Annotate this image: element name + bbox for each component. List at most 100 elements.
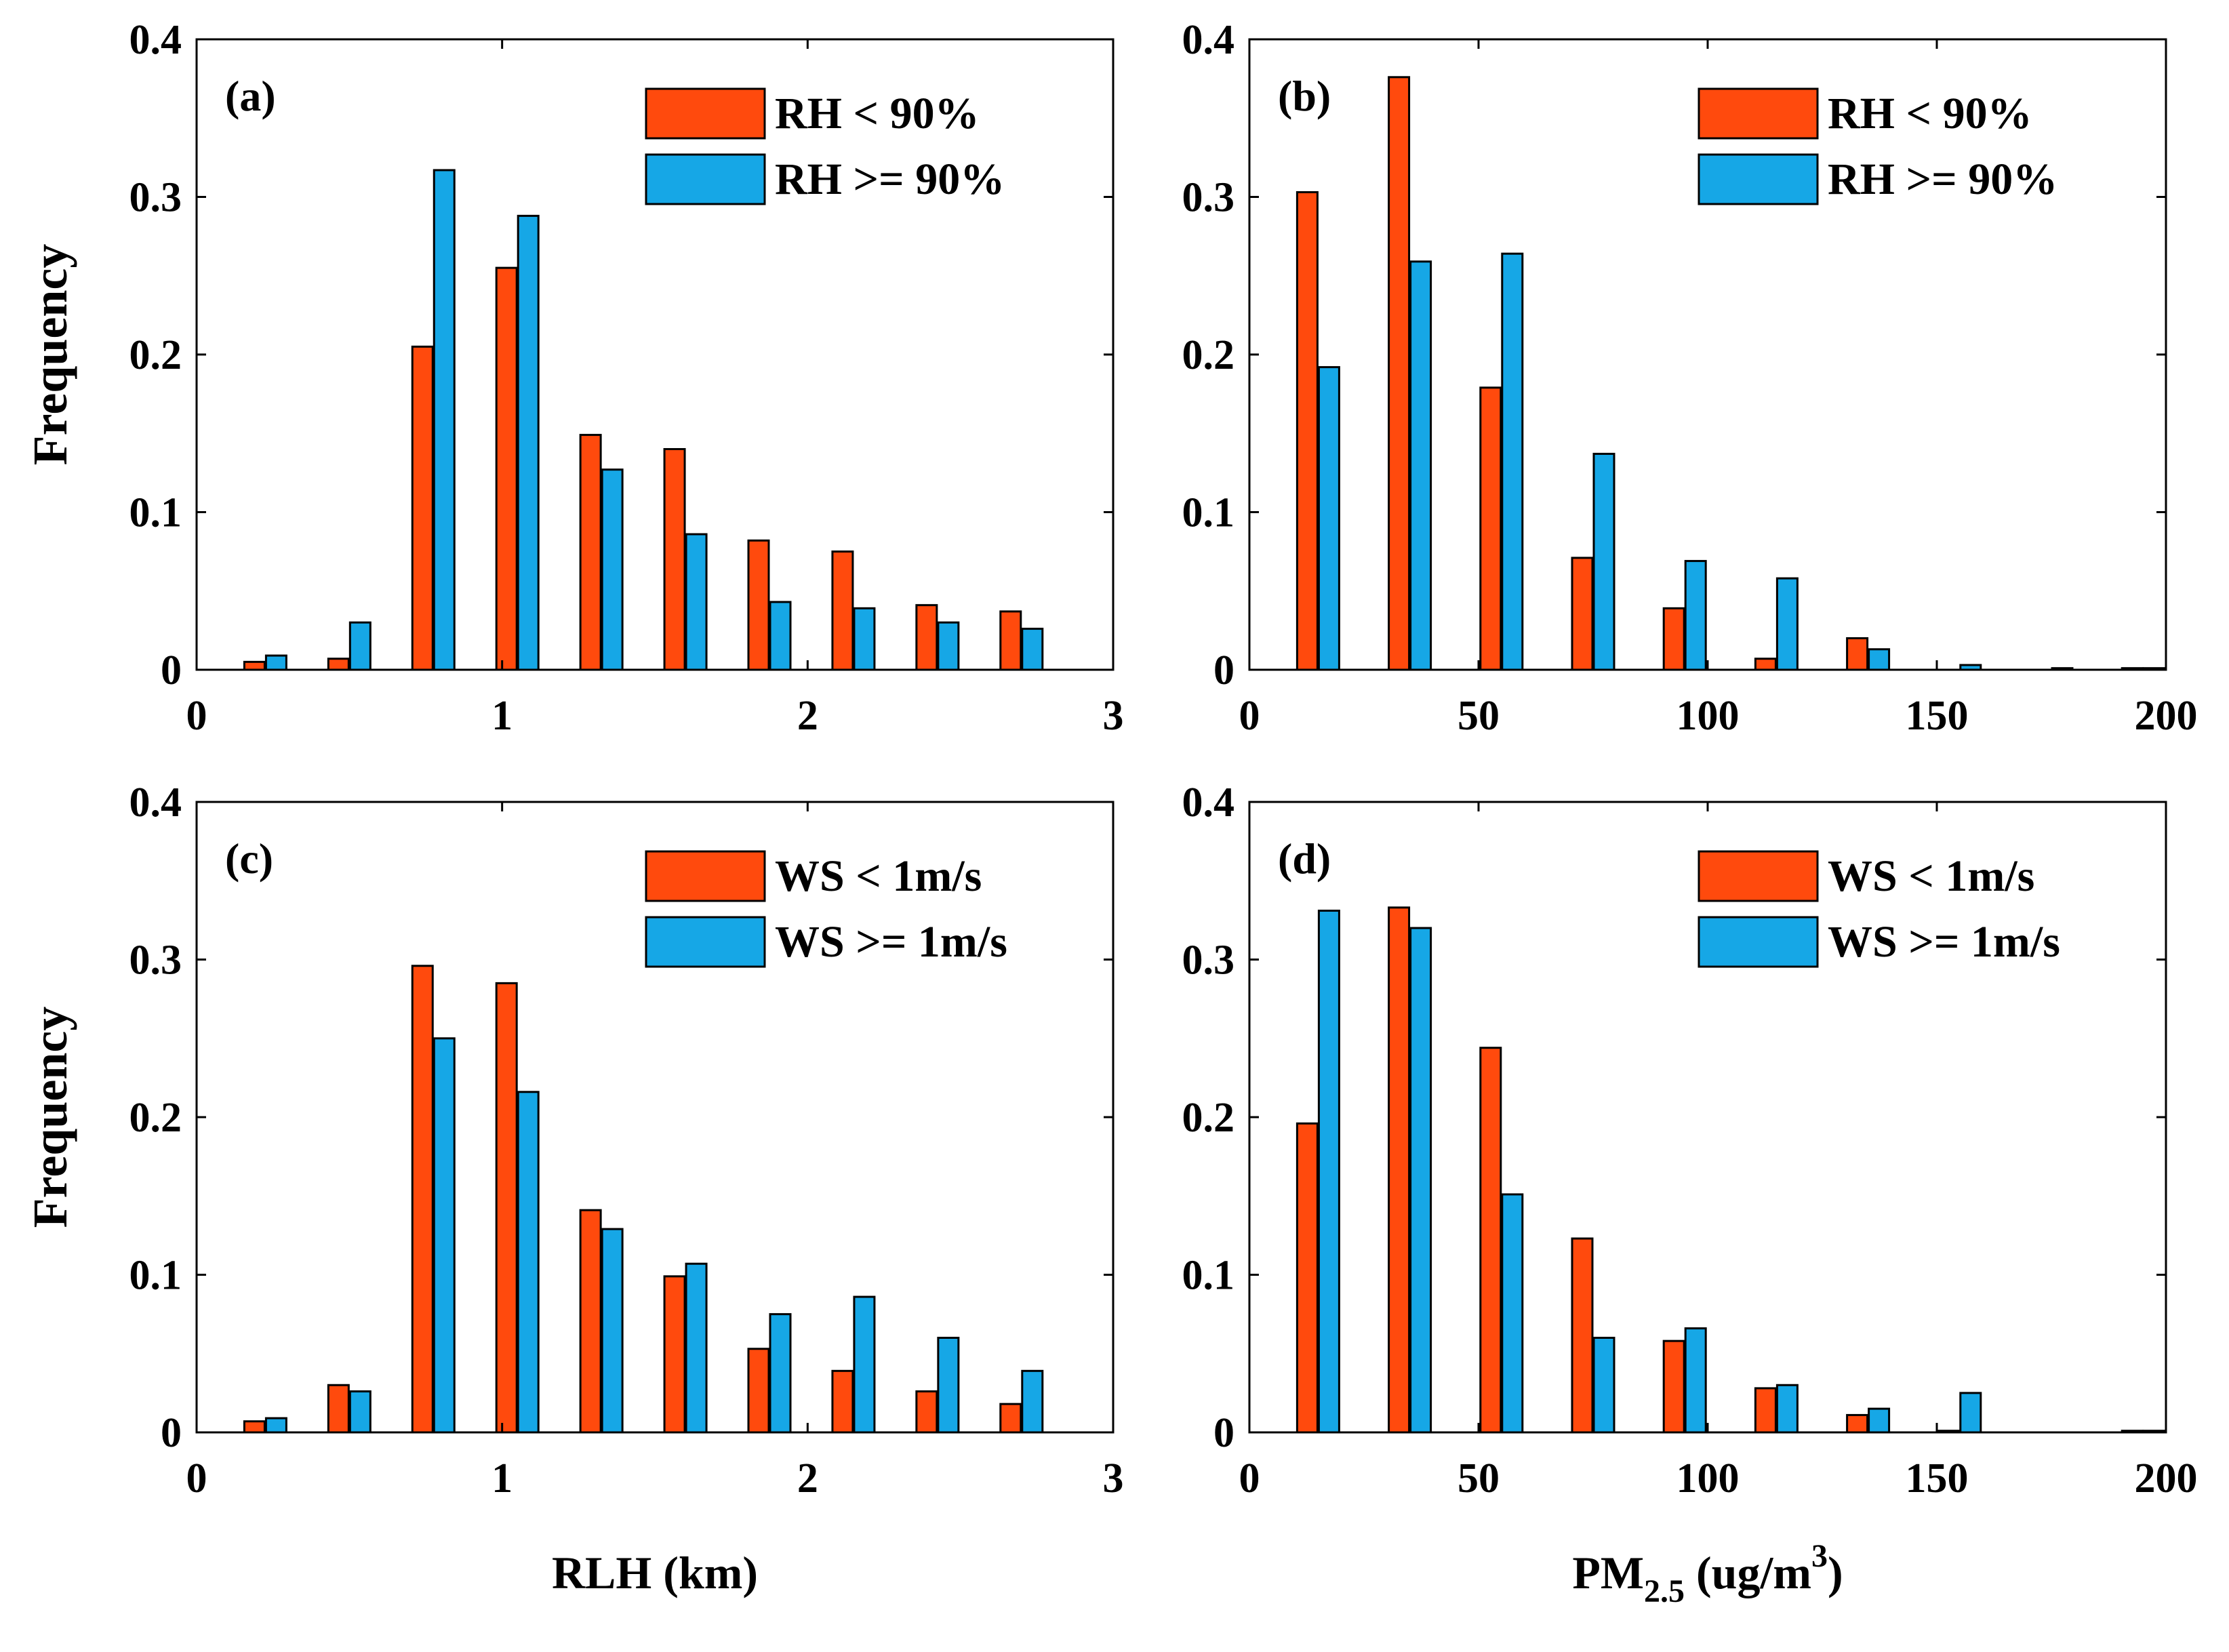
legend-swatch-2 — [1698, 153, 1819, 205]
bar-s2-6 — [1775, 577, 1799, 671]
x-tick-label: 50 — [1458, 693, 1500, 739]
bar-s2-6 — [685, 1262, 708, 1434]
x-axis-label-main: PM — [1572, 1547, 1644, 1598]
x-tick-label: 1 — [491, 1455, 513, 1502]
bar-s1-9 — [915, 1390, 938, 1434]
legend-swatch-1 — [1698, 850, 1819, 902]
y-tick-label: 0 — [161, 647, 182, 693]
x-tick-label: 1 — [491, 693, 513, 739]
y-tick-label: 0.3 — [1182, 175, 1235, 221]
legend-swatch-2 — [645, 916, 766, 968]
x-tick-label: 0 — [1239, 1455, 1260, 1502]
y-tick-label: 0.4 — [129, 17, 182, 63]
y-tick-label: 0.3 — [129, 175, 182, 221]
chart-panel-2: 0 0.1 0.2 0.3 0.4 0 50 100 150 200 (b) RH < 90% RH >… — [1182, 17, 2198, 739]
y-tick-label: 0.3 — [1182, 938, 1235, 984]
legend-swatch-2 — [1698, 916, 1819, 968]
bar-s1-2 — [1388, 76, 1411, 671]
x-tick-label: 0 — [1239, 693, 1260, 739]
y-tick-label: 0.2 — [129, 1095, 182, 1141]
x-axis-label-subscript: 2.5 — [1644, 1573, 1685, 1609]
bar-s1-1 — [1296, 1122, 1319, 1434]
bar-s1-1 — [243, 1420, 266, 1434]
y-tick-label: 0.1 — [1182, 1253, 1235, 1299]
bar-s1-2 — [327, 658, 350, 671]
bar-s2-4 — [1592, 1337, 1615, 1434]
bar-s2-5 — [1684, 1327, 1707, 1434]
bar-s1-7 — [747, 539, 770, 671]
y-tick-label: 0.4 — [129, 780, 182, 826]
bar-s2-8 — [853, 1295, 876, 1434]
x-tick-label: 0 — [186, 693, 207, 739]
bar-s2-7 — [769, 1313, 792, 1434]
x-tick-label: 100 — [1676, 1455, 1740, 1502]
bar-s1-2 — [327, 1384, 350, 1434]
legend-label-1: RH < 90% — [1828, 89, 2032, 138]
y-axis-label: Frequency — [23, 1007, 77, 1228]
y-tick-label: 0.1 — [1182, 490, 1235, 536]
bar-s2-4 — [517, 214, 540, 671]
chart-panel-4: 0 0.1 0.2 0.3 0.4 0 50 100 150 200 (d) WS < 1m/s WS … — [1182, 780, 2198, 1609]
x-axis-label: RLH (km) — [552, 1547, 758, 1598]
legend-label-1: WS < 1m/s — [775, 851, 982, 901]
x-tick-label: 150 — [1906, 693, 1969, 739]
bar-s1-4 — [1571, 557, 1594, 671]
y-tick-label: 0.1 — [129, 1253, 182, 1299]
y-tick-label: 0.2 — [1182, 332, 1235, 378]
legend-swatch-1 — [645, 87, 766, 140]
x-tick-label: 2 — [797, 693, 818, 739]
x-axis-label: PM2.5 (ug/m3) — [1572, 1538, 1843, 1609]
bar-s2-8 — [1959, 1392, 1982, 1434]
bar-s2-9 — [937, 1337, 960, 1434]
x-axis-label-close: ) — [1828, 1547, 1843, 1598]
bar-s1-7 — [1846, 1413, 1869, 1434]
legend-swatch-1 — [645, 850, 766, 902]
bar-s2-2 — [348, 1390, 372, 1434]
bar-s1-9 — [915, 604, 938, 671]
bar-s1-10 — [999, 610, 1022, 671]
y-tick-label: 0.2 — [1182, 1095, 1235, 1141]
bar-s1-3 — [1479, 386, 1502, 671]
x-tick-label: 3 — [1103, 693, 1124, 739]
legend-swatch-1 — [1698, 87, 1819, 140]
bar-s1-7 — [747, 1348, 770, 1434]
panel-label: (b) — [1278, 72, 1331, 120]
bar-s1-3 — [411, 345, 434, 671]
y-tick-label: 0 — [161, 1410, 182, 1456]
bar-s2-10 — [1021, 628, 1044, 671]
bar-s1-3 — [1479, 1047, 1502, 1434]
bar-s2-3 — [1501, 252, 1524, 671]
bar-s2-2 — [348, 621, 372, 671]
y-tick-label: 0 — [1213, 1410, 1234, 1456]
y-tick-label: 0.2 — [129, 332, 182, 378]
bar-s1-3 — [411, 965, 434, 1434]
x-tick-label: 2 — [797, 1455, 818, 1502]
x-tick-label: 3 — [1103, 1455, 1124, 1502]
x-tick-label: 100 — [1676, 693, 1740, 739]
bar-s2-10 — [1021, 1369, 1044, 1434]
bar-s1-1 — [243, 660, 266, 671]
bar-s2-6 — [685, 533, 708, 671]
legend-label-2: RH >= 90% — [1828, 155, 2057, 204]
panel-label: (c) — [225, 834, 273, 883]
x-tick-label: 200 — [2135, 693, 2198, 739]
bar-s1-8 — [831, 550, 854, 671]
x-tick-label: 0 — [186, 1455, 207, 1502]
bar-s2-1 — [264, 654, 287, 671]
y-tick-label: 0.1 — [129, 490, 182, 536]
bar-s1-5 — [1662, 1339, 1685, 1434]
y-tick-label: 0.3 — [129, 938, 182, 984]
bar-s1-2 — [1388, 906, 1411, 1434]
y-tick-label: 0.4 — [1182, 780, 1235, 826]
bar-s2-4 — [1592, 452, 1615, 671]
bar-s2-7 — [1868, 1407, 1891, 1434]
bar-s2-1 — [1317, 366, 1340, 671]
legend-label-2: WS >= 1m/s — [1828, 917, 2060, 967]
bar-s2-5 — [601, 1228, 624, 1434]
bar-s2-2 — [1409, 260, 1432, 671]
bar-s1-6 — [1754, 1387, 1777, 1434]
x-tick-label: 150 — [1906, 1455, 1969, 1502]
x-tick-label: 50 — [1458, 1455, 1500, 1502]
legend-label-2: RH >= 90% — [775, 155, 1005, 204]
